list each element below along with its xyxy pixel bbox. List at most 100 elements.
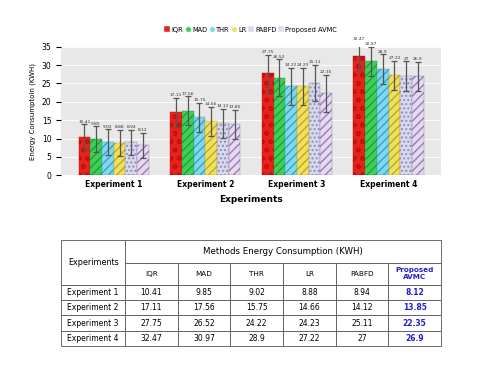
Bar	[336, 285, 389, 300]
Bar	[78, 137, 90, 175]
Text: IQR: IQR	[145, 271, 158, 277]
Text: 8.88: 8.88	[301, 288, 318, 297]
Bar	[125, 331, 178, 346]
Bar	[230, 300, 283, 315]
Bar	[125, 285, 178, 300]
Text: 17.56: 17.56	[181, 91, 194, 96]
Bar	[61, 240, 125, 285]
Text: 10.41: 10.41	[141, 288, 162, 297]
Text: 24.22: 24.22	[246, 319, 268, 328]
Text: 8.94: 8.94	[126, 125, 136, 129]
Text: 14.66: 14.66	[205, 102, 218, 106]
Bar	[400, 76, 412, 175]
Text: MAD: MAD	[196, 271, 213, 277]
Bar	[389, 75, 400, 175]
Text: 27.75: 27.75	[141, 319, 162, 328]
Text: 8.88: 8.88	[115, 125, 124, 129]
Bar	[230, 285, 283, 300]
Text: PABFD: PABFD	[350, 271, 374, 277]
Text: 32.47: 32.47	[353, 37, 366, 41]
Bar	[182, 111, 194, 175]
Bar	[205, 121, 217, 175]
Text: LR: LR	[305, 271, 314, 277]
Text: 17.11: 17.11	[170, 93, 182, 97]
Text: 9.02: 9.02	[103, 125, 113, 129]
Text: 24.23: 24.23	[298, 319, 320, 328]
Bar	[365, 61, 377, 175]
Text: 13.85: 13.85	[403, 303, 427, 312]
Bar	[178, 285, 230, 300]
Bar	[178, 315, 230, 331]
Bar	[283, 331, 336, 346]
Text: 28.9: 28.9	[378, 50, 388, 54]
Text: 26.52: 26.52	[193, 319, 215, 328]
Bar	[170, 112, 182, 175]
Bar	[230, 315, 283, 331]
Bar	[230, 331, 283, 346]
Bar	[336, 263, 389, 285]
Text: 27.22: 27.22	[298, 334, 320, 343]
Bar	[283, 315, 336, 331]
Bar	[285, 86, 297, 175]
Text: Experiment 2: Experiment 2	[68, 303, 119, 312]
Text: 9.02: 9.02	[248, 288, 265, 297]
Text: 24.22: 24.22	[285, 63, 297, 67]
Text: 27.22: 27.22	[388, 56, 401, 60]
Bar	[114, 143, 125, 175]
Text: 24.23: 24.23	[296, 63, 309, 67]
Bar	[125, 240, 441, 263]
Bar	[389, 300, 441, 315]
Bar	[125, 263, 178, 285]
Text: 15.75: 15.75	[193, 98, 206, 102]
Text: 8.12: 8.12	[138, 128, 148, 132]
Bar	[336, 331, 389, 346]
Text: 26.9: 26.9	[413, 57, 423, 61]
Bar	[178, 300, 230, 315]
Text: Experiment 3: Experiment 3	[68, 319, 119, 328]
Bar	[412, 77, 424, 175]
Text: 22.35: 22.35	[403, 319, 427, 328]
Bar	[125, 300, 178, 315]
Text: Experiment 4: Experiment 4	[68, 334, 119, 343]
Text: Proposed
AVMC: Proposed AVMC	[395, 268, 434, 280]
Bar	[217, 123, 229, 175]
Bar	[283, 285, 336, 300]
Text: 14.12: 14.12	[351, 303, 373, 312]
Bar	[309, 83, 320, 175]
Bar	[320, 93, 332, 175]
Text: 17.11: 17.11	[141, 303, 162, 312]
Bar	[125, 142, 137, 175]
Text: 14.12: 14.12	[217, 104, 229, 108]
Bar	[262, 74, 273, 175]
X-axis label: Experiments: Experiments	[219, 195, 283, 204]
Text: 10.41: 10.41	[78, 120, 91, 124]
Bar	[297, 86, 309, 175]
Bar	[230, 263, 283, 285]
Text: Experiment 1: Experiment 1	[68, 288, 119, 297]
Text: 27: 27	[403, 57, 409, 61]
Bar	[336, 300, 389, 315]
Bar	[389, 263, 441, 285]
Bar	[283, 300, 336, 315]
Text: 13.85: 13.85	[228, 105, 241, 109]
Bar	[125, 315, 178, 331]
Bar	[283, 263, 336, 285]
Bar	[389, 285, 441, 300]
Bar	[102, 142, 114, 175]
Bar	[229, 124, 241, 175]
Text: 28.9: 28.9	[248, 334, 265, 343]
Bar	[273, 78, 285, 175]
Text: 26.52: 26.52	[273, 55, 286, 59]
Bar	[61, 300, 125, 315]
Text: 22.35: 22.35	[320, 70, 333, 74]
Text: 25.11: 25.11	[351, 319, 373, 328]
Text: THR: THR	[249, 271, 264, 277]
Text: 8.12: 8.12	[405, 288, 424, 297]
Text: 17.56: 17.56	[193, 303, 215, 312]
Bar	[61, 285, 125, 300]
Bar	[61, 315, 125, 331]
Bar	[389, 315, 441, 331]
Bar	[61, 331, 125, 346]
Text: 9.85: 9.85	[196, 288, 213, 297]
Bar	[377, 69, 389, 175]
